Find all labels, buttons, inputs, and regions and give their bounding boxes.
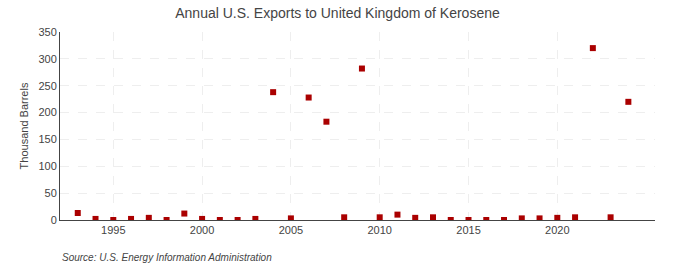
svg-text:0: 0 [51, 214, 57, 226]
svg-text:Thousand Barrels: Thousand Barrels [18, 82, 30, 169]
svg-text:2005: 2005 [279, 224, 303, 236]
svg-text:Annual U.S. Exports to United: Annual U.S. Exports to United Kingdom of… [175, 5, 500, 21]
svg-text:2000: 2000 [190, 224, 214, 236]
svg-text:Source: U.S. Energy Informatio: Source: U.S. Energy Information Administ… [62, 252, 272, 263]
svg-text:50: 50 [45, 187, 57, 199]
svg-text:200: 200 [38, 106, 56, 118]
svg-text:2020: 2020 [545, 224, 569, 236]
svg-text:2010: 2010 [367, 224, 391, 236]
svg-text:2015: 2015 [456, 224, 480, 236]
svg-text:1995: 1995 [101, 224, 125, 236]
svg-text:250: 250 [38, 80, 56, 92]
svg-text:150: 150 [38, 133, 56, 145]
svg-text:350: 350 [38, 26, 56, 38]
svg-text:100: 100 [38, 160, 56, 172]
svg-text:300: 300 [38, 53, 56, 65]
